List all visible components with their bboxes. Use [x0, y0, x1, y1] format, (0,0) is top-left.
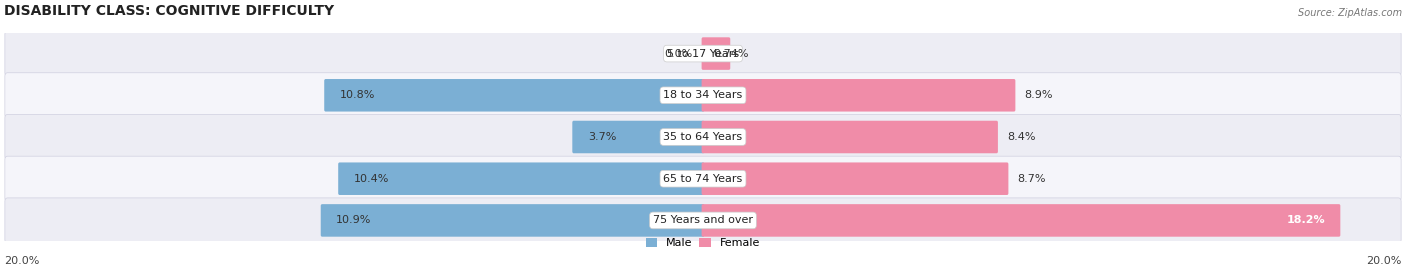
- Text: 65 to 74 Years: 65 to 74 Years: [664, 174, 742, 184]
- Text: 3.7%: 3.7%: [588, 132, 616, 142]
- Text: 0.74%: 0.74%: [713, 49, 749, 59]
- FancyBboxPatch shape: [702, 79, 1015, 112]
- Text: Source: ZipAtlas.com: Source: ZipAtlas.com: [1298, 8, 1402, 18]
- Text: 10.9%: 10.9%: [336, 215, 371, 225]
- Text: 18.2%: 18.2%: [1286, 215, 1324, 225]
- FancyBboxPatch shape: [4, 156, 1402, 201]
- Text: 75 Years and over: 75 Years and over: [652, 215, 754, 225]
- Text: 18 to 34 Years: 18 to 34 Years: [664, 90, 742, 100]
- FancyBboxPatch shape: [702, 37, 730, 70]
- FancyBboxPatch shape: [702, 204, 1340, 237]
- Text: 8.7%: 8.7%: [1018, 174, 1046, 184]
- FancyBboxPatch shape: [572, 121, 704, 153]
- Text: 0.0%: 0.0%: [664, 49, 693, 59]
- Text: 8.4%: 8.4%: [1007, 132, 1035, 142]
- FancyBboxPatch shape: [4, 31, 1402, 76]
- FancyBboxPatch shape: [702, 121, 998, 153]
- FancyBboxPatch shape: [4, 114, 1402, 160]
- Text: 20.0%: 20.0%: [4, 256, 39, 266]
- FancyBboxPatch shape: [4, 73, 1402, 118]
- Text: DISABILITY CLASS: COGNITIVE DIFFICULTY: DISABILITY CLASS: COGNITIVE DIFFICULTY: [4, 4, 335, 18]
- FancyBboxPatch shape: [702, 163, 1008, 195]
- FancyBboxPatch shape: [325, 79, 704, 112]
- Text: 35 to 64 Years: 35 to 64 Years: [664, 132, 742, 142]
- FancyBboxPatch shape: [339, 163, 704, 195]
- Text: 5 to 17 Years: 5 to 17 Years: [666, 49, 740, 59]
- Text: 20.0%: 20.0%: [1367, 256, 1402, 266]
- FancyBboxPatch shape: [4, 198, 1402, 243]
- Text: 10.8%: 10.8%: [340, 90, 375, 100]
- FancyBboxPatch shape: [321, 204, 704, 237]
- Text: 8.9%: 8.9%: [1025, 90, 1053, 100]
- Text: 10.4%: 10.4%: [353, 174, 389, 184]
- Legend: Male, Female: Male, Female: [647, 238, 759, 248]
